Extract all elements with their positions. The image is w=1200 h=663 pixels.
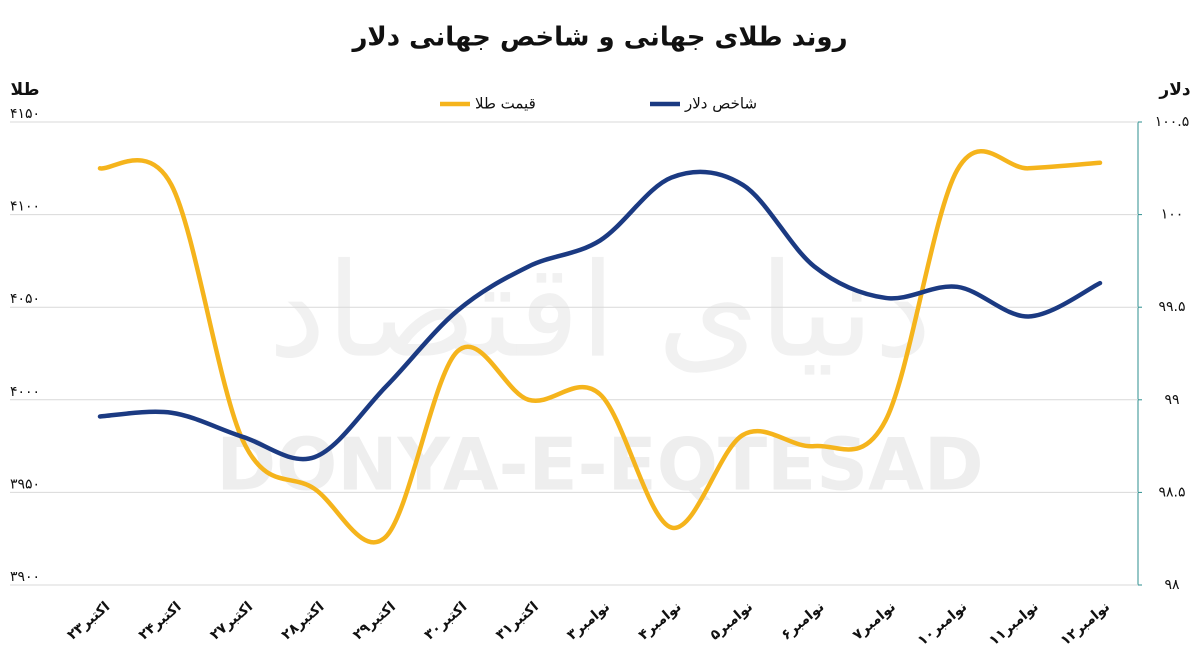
y2-tick-label: ۱۰۰ [1161,207,1184,223]
x-tick-label: ۲۸اکتبر [279,599,328,644]
y2-tick-label: ۹۸.۵ [1158,484,1185,500]
x-tick-label: ۷نوامبر [850,599,899,644]
y2-tick-label: ۹۸ [1164,577,1180,593]
x-tick-label: ۱۱نوامبر [986,599,1042,649]
legend-label: شاخص دلار [684,95,757,113]
y2-tick-label: ۹۹ [1164,392,1179,408]
x-tick-label: ۲۳اکتبر [64,599,113,644]
x-tick-label: ۳۱اکتبر [493,599,542,644]
y2-axis-label: دلار [1158,80,1190,100]
watermark: DONYA-E-EQTESAD [216,423,983,507]
line-series [97,149,1103,545]
y2-tick-label: ۹۹.۵ [1158,299,1185,315]
y2-tick-label: ۱۰۰.۵ [1155,114,1190,130]
y-tick-label: ۴۰۵۰ [10,291,40,307]
y-tick-label: ۴۰۰۰ [10,384,40,400]
y-axis-label: طلا [11,80,40,100]
x-tick-label: ۱۲نوامبر [1058,599,1114,649]
x-tick-label: ۳نوامبر [564,599,613,644]
y-tick-label: ۳۹۰۰ [10,569,40,585]
chart-title: روند طلای جهانی و شاخص جهانی دلار [350,23,847,53]
x-tick-label: ۳۰اکتبر [422,599,471,644]
watermark-fa: دنیای اقتصاد [268,235,932,387]
x-tick-label: ۲۷اکتبر [207,599,256,644]
y-tick-label: ۴۱۵۰ [10,106,40,122]
y-tick-label: ۴۱۰۰ [10,199,40,215]
x-tick-label: ۱۰نوامبر [915,599,971,649]
x-tick-label: ۴نوامبر [636,599,685,644]
x-tick-label: ۶نوامبر [778,599,827,644]
legend-label: قیمت طلا [475,95,536,113]
x-tick-label: ۵نوامبر [707,599,756,644]
x-tick-label: ۲۹اکتبر [350,599,399,644]
x-tick-label: ۲۴اکتبر [136,599,185,644]
line-series [97,169,1103,462]
y-tick-label: ۳۹۵۰ [10,476,40,492]
